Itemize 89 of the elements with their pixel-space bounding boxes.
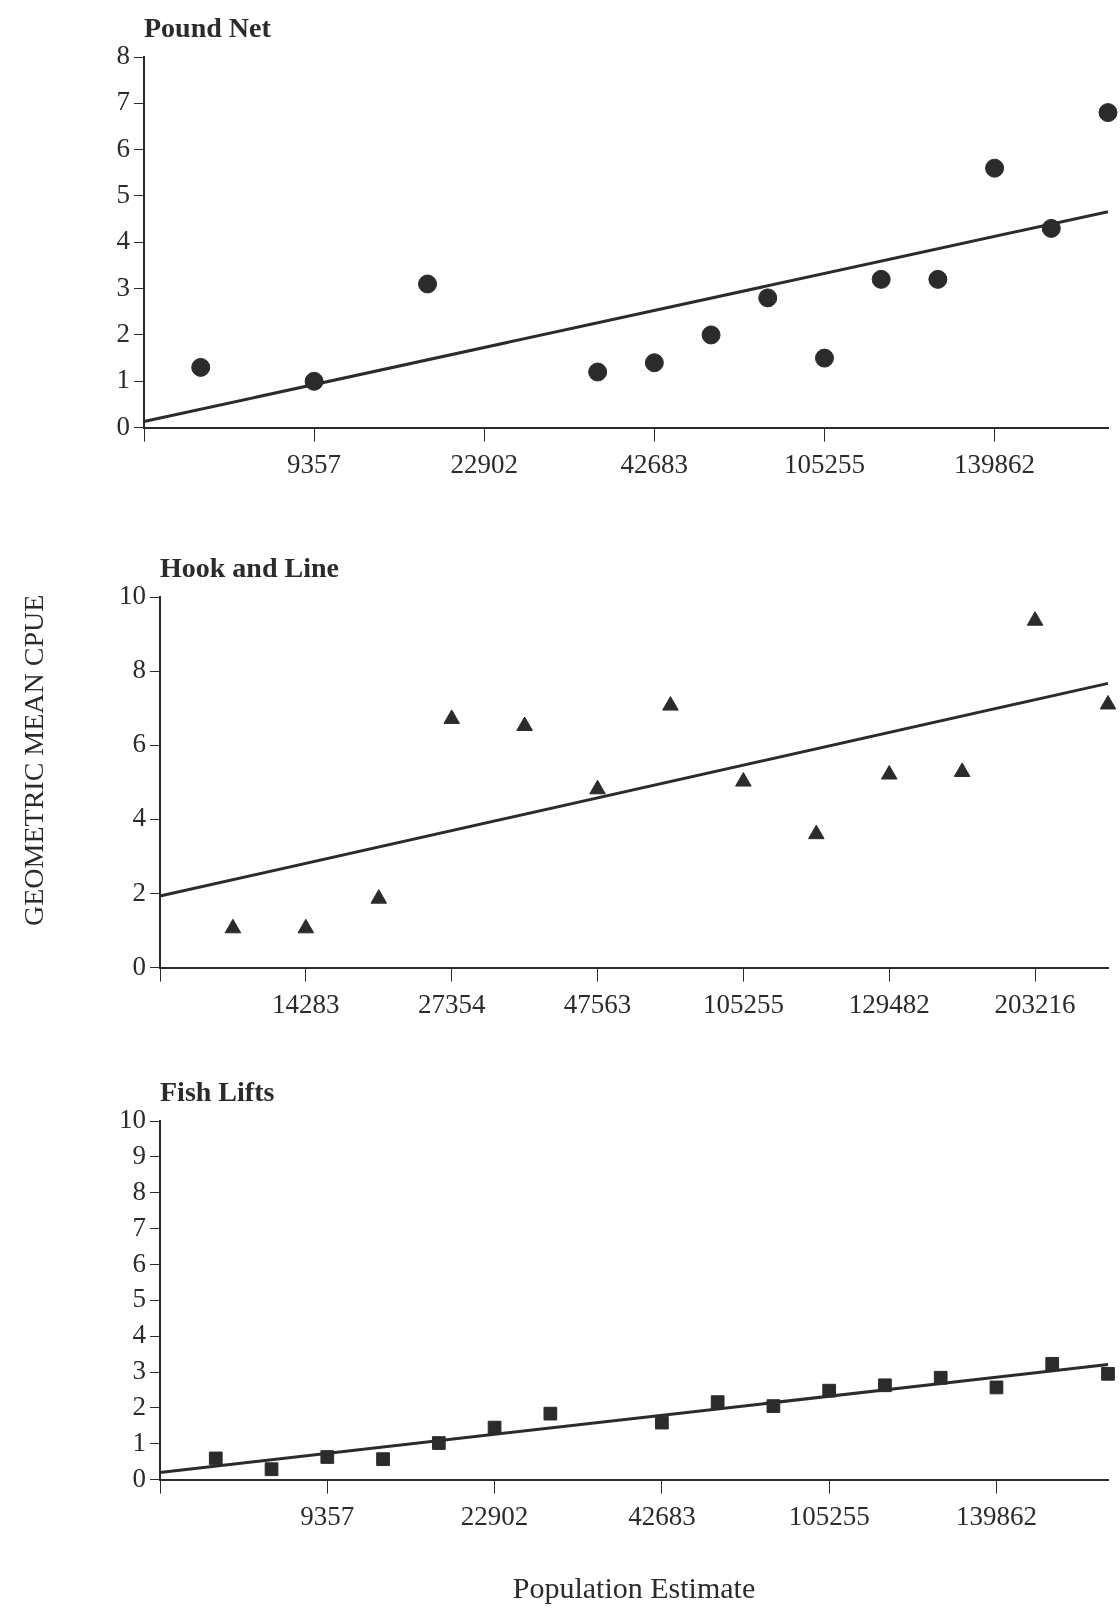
x-tick-label: 47563: [563, 988, 632, 1019]
point: [1101, 1366, 1115, 1381]
y-tick-label: 10: [119, 1104, 146, 1135]
point: [871, 269, 891, 289]
x-tick-label: 42683: [620, 448, 689, 479]
chart-title: Fish Lifts: [160, 1076, 275, 1107]
y-tick-label: 6: [116, 132, 130, 163]
y-tick-label: 5: [116, 179, 130, 210]
y-tick-label: 5: [132, 1283, 146, 1314]
y-tick-label: 8: [132, 654, 146, 685]
point: [989, 1380, 1004, 1395]
y-tick-label: 9: [132, 1139, 146, 1170]
point: [208, 1451, 223, 1466]
y-tick-label: 6: [132, 728, 146, 759]
point: [735, 772, 752, 787]
point: [662, 696, 679, 711]
y-tick-label: 7: [132, 1211, 146, 1242]
x-axis-title: Population Estimate: [512, 1570, 756, 1604]
point: [418, 274, 438, 294]
point: [655, 1415, 669, 1430]
x-tick-label: 203216: [994, 988, 1076, 1019]
point: [1098, 103, 1118, 123]
point: [701, 325, 721, 345]
point: [822, 1383, 837, 1398]
x-tick-label: 139862: [954, 448, 1036, 479]
x-tick-label: 22902: [460, 1500, 529, 1531]
y-tick-label: 2: [132, 1390, 146, 1421]
point: [320, 1450, 335, 1464]
x-tick-label: 105255: [788, 1500, 870, 1531]
point: [880, 765, 898, 780]
y-tick-label: 4: [132, 802, 147, 833]
point: [644, 353, 664, 373]
y-tick-label: 3: [132, 1355, 146, 1386]
point: [808, 824, 825, 840]
y-tick-label: 2: [132, 876, 146, 907]
x-tick-label: 22902: [450, 448, 518, 479]
point: [1026, 611, 1044, 626]
y-tick-label: 6: [132, 1247, 146, 1278]
x-tick-label: 9357: [300, 1500, 355, 1531]
point: [1099, 694, 1117, 710]
x-tick-label: 27354: [417, 988, 486, 1019]
point: [264, 1462, 279, 1477]
y-tick-label: 2: [116, 318, 130, 349]
y-tick-label: 0: [132, 950, 146, 981]
y-tick-label: 10: [119, 580, 146, 611]
y-tick-label: 8: [132, 1175, 146, 1206]
y-axis-title: GEOMETRIC MEAN CPUE: [18, 593, 50, 928]
point: [191, 357, 211, 377]
y-tick-label: 3: [116, 271, 130, 302]
point: [543, 1406, 558, 1421]
point: [376, 1452, 390, 1467]
point: [516, 716, 533, 731]
chart-title: Hook and Line: [160, 552, 339, 583]
y-tick-label: 7: [116, 86, 130, 117]
point: [304, 371, 324, 391]
y-tick-label: 1: [116, 364, 130, 395]
point: [224, 918, 242, 934]
point: [370, 889, 388, 904]
point: [985, 158, 1005, 178]
point: [814, 348, 834, 368]
point: [1045, 1356, 1060, 1371]
x-tick-label: 9357: [287, 448, 342, 479]
x-tick-label: 105255: [702, 988, 784, 1019]
y-tick-label: 0: [116, 410, 130, 441]
point: [588, 362, 608, 382]
chart-title: Pound Net: [144, 12, 272, 43]
y-tick-label: 4: [132, 1319, 147, 1350]
y-tick-label: 1: [132, 1426, 146, 1457]
point: [710, 1395, 725, 1410]
point: [953, 762, 971, 777]
point: [487, 1420, 502, 1435]
point: [878, 1378, 892, 1393]
x-tick-label: 139862: [955, 1500, 1037, 1531]
x-tick-label: 129482: [848, 988, 930, 1019]
point: [758, 288, 778, 308]
x-tick-label: 105255: [783, 448, 865, 479]
point: [928, 269, 948, 289]
point: [443, 709, 460, 724]
point: [589, 779, 606, 795]
point: [766, 1399, 781, 1413]
x-tick-label: 42683: [628, 1500, 696, 1531]
point: [933, 1370, 948, 1385]
point: [297, 918, 315, 934]
x-tick-label: 14283: [272, 988, 340, 1019]
point: [431, 1436, 446, 1450]
y-tick-label: 0: [132, 1462, 146, 1493]
y-tick-label: 4: [116, 225, 131, 256]
point: [1041, 218, 1061, 238]
y-tick-label: 8: [116, 40, 130, 71]
